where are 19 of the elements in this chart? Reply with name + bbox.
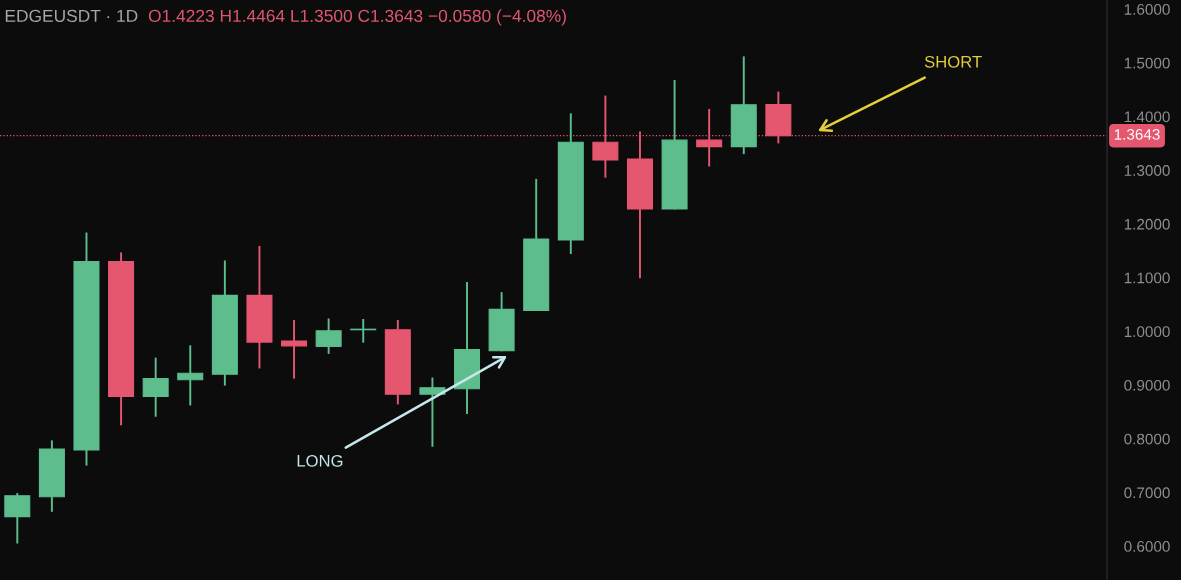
- y-tick-label: 0.9000: [1124, 379, 1170, 391]
- candlestick: [281, 319, 308, 380]
- y-tick-label: 1.3000: [1124, 165, 1170, 176]
- y-tick-label: 1.4000: [1124, 111, 1170, 123]
- candlestick: [177, 344, 204, 407]
- y-tick-label: 1.2000: [1124, 218, 1170, 230]
- annotation: LONG: [297, 454, 343, 467]
- annotation: SHORT: [924, 55, 982, 68]
- ref-line-label: 1.3643: [1114, 128, 1160, 140]
- y-tick-label: 1.0000: [1124, 326, 1170, 338]
- y-tick-label: 1.6000: [1124, 4, 1170, 15]
- y-tick-label: 0.6000: [1124, 541, 1170, 552]
- candlestick: [419, 376, 446, 448]
- y-tick-label: 1.1000: [1124, 272, 1170, 284]
- y-tick-label: 1.5000: [1124, 57, 1170, 69]
- y-tick-label: 0.7000: [1124, 487, 1170, 499]
- text: O1.4223 H1.4464 L1.3500 C1.3643 −0.0580 (−4.08%): [148, 9, 566, 26]
- y-tick-label: 0.8000: [1124, 433, 1170, 445]
- chart-title: EDGEUSDT · 1D: [5, 9, 138, 23]
